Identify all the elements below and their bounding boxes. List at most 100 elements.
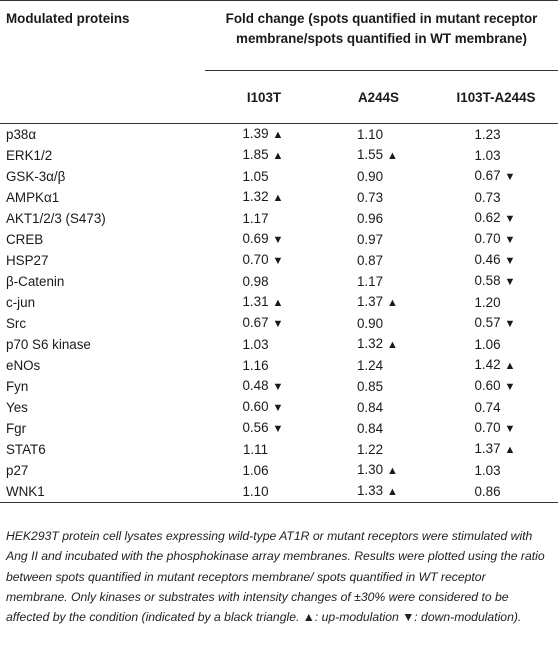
fold-change-value: 0.56 [242, 420, 269, 435]
col-header-i103t-a244s: I103T-A244S [434, 70, 558, 124]
fold-change-cell: 0.74 [434, 397, 558, 418]
table-footnote: HEK293T protein cell lysates expressing … [6, 529, 545, 625]
fold-change-value: 1.55 [356, 147, 384, 162]
fold-change-cell: 0.96 [323, 208, 434, 229]
fold-change-cell: 0.58 ▼ [434, 271, 558, 292]
fold-change-cell: 1.16 [205, 355, 323, 376]
fold-change-value: 1.20 [474, 295, 501, 310]
fold-change-value: 1.37 [474, 441, 501, 456]
fold-change-cell: 1.55 ▲ [323, 145, 434, 166]
up-triangle-icon: ▲ [272, 150, 284, 162]
down-triangle-icon: ▼ [272, 255, 284, 267]
fold-change-cell: 0.98 [205, 271, 323, 292]
down-triangle-icon: ▼ [272, 402, 284, 414]
fold-change-cell: 1.33 ▲ [323, 481, 434, 503]
fold-change-cell: 0.57 ▼ [434, 313, 558, 334]
fold-change-value: 0.97 [356, 232, 384, 247]
table-row: HSP27 0.70 ▼ 0.87 0.46 ▼ [0, 250, 558, 271]
down-triangle-icon: ▼ [272, 381, 284, 393]
subheader-row: I103T A244S I103T-A244S [0, 70, 558, 124]
protein-name: CREB [6, 232, 44, 247]
fold-change-cell: 0.73 [434, 187, 558, 208]
table-row: Yes 0.60 ▼ 0.84 0.74 [0, 397, 558, 418]
fold-change-value: 0.85 [356, 379, 384, 394]
fold-change-cell: 1.42 ▲ [434, 355, 558, 376]
fold-change-cell: 1.03 [205, 334, 323, 355]
protein-name: β-Catenin [6, 274, 65, 289]
fold-change-value: 1.42 [474, 357, 501, 372]
fold-change-value: 0.60 [474, 378, 501, 393]
table-row: AMPKα1 1.32 ▲ 0.73 0.73 [0, 187, 558, 208]
fold-change-cell: 0.69 ▼ [205, 229, 323, 250]
fold-change-value: 0.90 [356, 316, 384, 331]
protein-name: p70 S6 kinase [6, 337, 91, 352]
fold-change-cell: 1.30 ▲ [323, 460, 434, 481]
fold-change-value: 0.84 [356, 421, 384, 436]
protein-name: p27 [6, 463, 29, 478]
down-triangle-icon: ▼ [504, 234, 516, 246]
fold-change-value: 1.17 [242, 211, 269, 226]
fold-change-cell: 0.85 [323, 376, 434, 397]
down-triangle-icon: ▼ [504, 381, 516, 393]
up-triangle-icon: ▲ [387, 339, 398, 351]
fold-change-value: 0.87 [356, 253, 384, 268]
fold-change-header: Fold change (spots quantified in mutant … [205, 0, 558, 71]
table-row: c-jun 1.31 ▲ 1.37 ▲ 1.20 [0, 292, 558, 313]
fold-change-value: 0.69 [242, 231, 269, 246]
fold-change-cell: 1.10 [323, 123, 434, 145]
protein-name: eNOs [6, 358, 41, 373]
header-row: Modulated proteins Fold change (spots qu… [0, 0, 558, 124]
down-triangle-icon: ▼ [504, 171, 516, 183]
fold-change-cell: 1.31 ▲ [205, 292, 323, 313]
fold-change-value: 1.32 [356, 336, 384, 351]
table-row: STAT6 1.11 1.22 1.37 ▲ [0, 439, 558, 460]
up-triangle-icon: ▲ [387, 465, 398, 477]
protein-name: Src [6, 316, 27, 331]
fold-change-cell: 1.24 [323, 355, 434, 376]
table-row: CREB 0.69 ▼ 0.97 0.70 ▼ [0, 229, 558, 250]
protein-name: p38α [0, 123, 205, 145]
fold-change-cell: 0.60 ▼ [205, 397, 323, 418]
fold-change-value: 1.05 [242, 169, 269, 184]
fold-change-cell: 0.67 ▼ [434, 166, 558, 187]
fold-change-value: 0.58 [474, 273, 501, 288]
fold-change-value: 0.98 [242, 274, 269, 289]
fold-change-cell: 1.17 [205, 208, 323, 229]
fold-change-cell: 0.70 ▼ [434, 418, 558, 439]
fold-change-value: 1.03 [474, 148, 501, 163]
fold-change-value: 0.84 [356, 400, 384, 415]
table-row: ERK1/2 1.85 ▲ 1.55 ▲ 1.03 [0, 145, 558, 166]
fold-change-cell: 1.32 ▲ [323, 334, 434, 355]
fold-change-value: 1.03 [474, 463, 501, 478]
col-header-a244s: A244S [323, 70, 434, 124]
protein-name: ERK1/2 [6, 148, 53, 163]
fold-change-value: 1.23 [474, 127, 501, 142]
table-row: GSK-3α/β 1.05 0.90 0.67 ▼ [0, 166, 558, 187]
fold-change-value: 0.46 [474, 252, 501, 267]
fold-change-cell: 1.10 [205, 481, 323, 503]
fold-change-cell: 0.90 [323, 166, 434, 187]
protein-name: Yes [6, 400, 28, 415]
fold-change-cell: 1.03 [434, 460, 558, 481]
up-triangle-icon: ▲ [387, 486, 398, 498]
fold-change-value: 0.57 [474, 315, 501, 330]
fold-change-cell: 1.06 [434, 334, 558, 355]
fold-change-value: 1.11 [242, 442, 269, 457]
protein-name: STAT6 [6, 442, 46, 457]
down-triangle-icon: ▼ [272, 234, 284, 246]
fold-change-value: 1.31 [242, 294, 269, 309]
protein-name: Fyn [6, 379, 29, 394]
table-row: Fgr 0.56 ▼ 0.84 0.70 ▼ [0, 418, 558, 439]
fold-change-value: 1.10 [242, 484, 269, 499]
fold-change-value: 0.70 [242, 252, 269, 267]
fold-change-cell: 0.56 ▼ [205, 418, 323, 439]
table-row: eNOs 1.16 1.24 1.42 ▲ [0, 355, 558, 376]
table-row: Src 0.67 ▼ 0.90 0.57 ▼ [0, 313, 558, 334]
fold-change-cell: 1.11 [205, 439, 323, 460]
up-triangle-icon: ▲ [387, 297, 398, 309]
fold-change-cell: 1.39 ▲ [205, 123, 323, 145]
fold-change-value: 1.85 [242, 147, 269, 162]
fold-change-cell: 0.86 [434, 481, 558, 503]
fold-change-value: 1.24 [356, 358, 384, 373]
fold-change-value: 0.90 [356, 169, 384, 184]
